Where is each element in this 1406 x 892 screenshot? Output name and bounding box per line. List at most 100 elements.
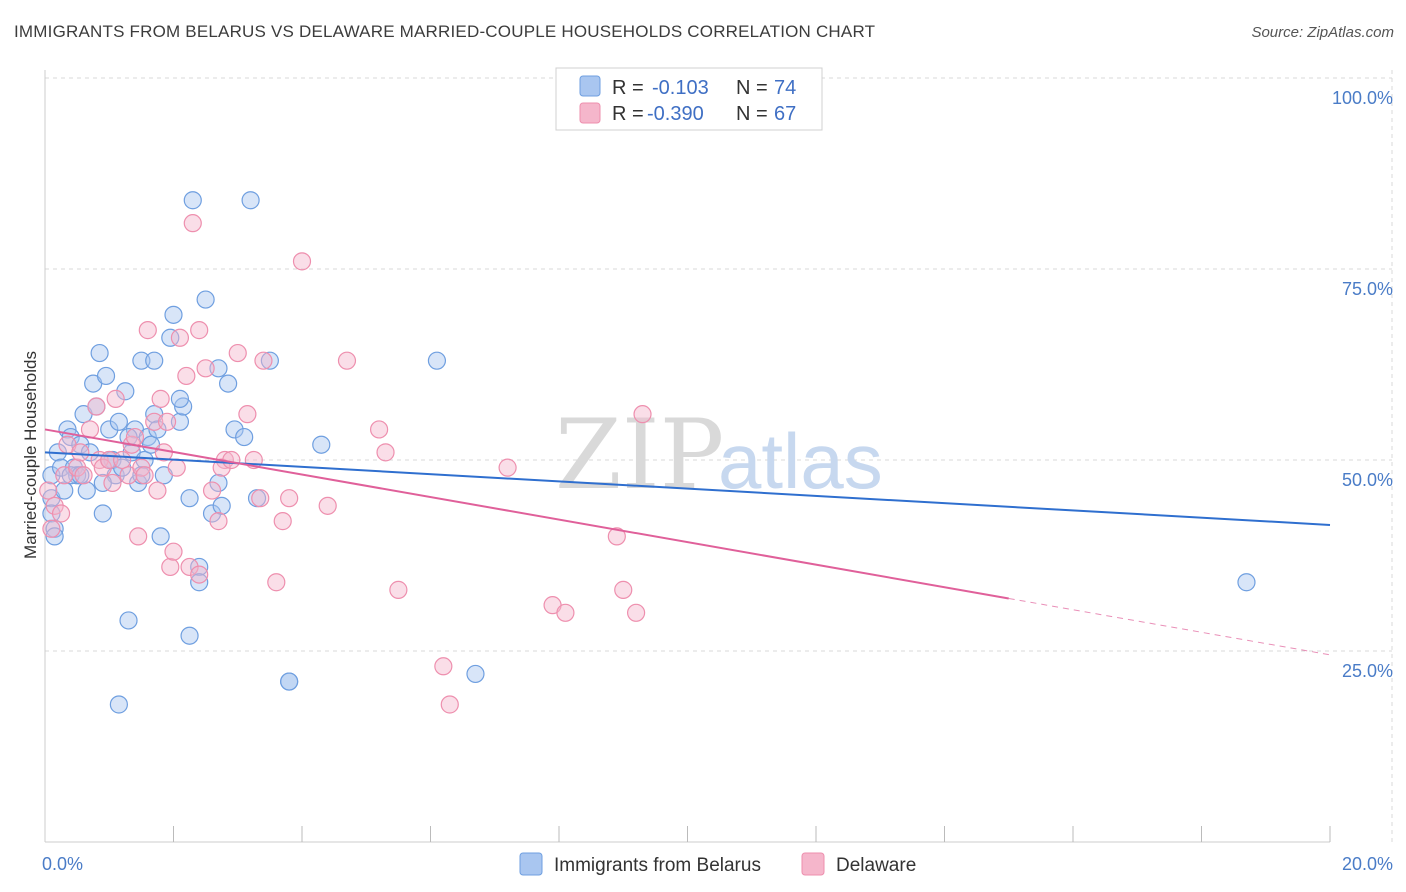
x-tick-label-0: 0.0%	[42, 854, 83, 874]
point-delaware-59	[626, 603, 646, 622]
point-belarus-55	[312, 435, 331, 454]
data-points	[39, 191, 1256, 714]
point-delaware-44	[267, 573, 286, 592]
legend-r-value-1: -0.103	[652, 77, 709, 99]
point-delaware-2	[45, 496, 64, 515]
y-tick-label-0: 25.0%	[1342, 661, 1393, 681]
point-delaware-25	[151, 389, 170, 408]
point-delaware-22	[138, 321, 157, 340]
point-belarus-68	[170, 389, 190, 408]
point-delaware-47	[318, 496, 337, 515]
y-tick-label-3: 100.0%	[1332, 88, 1393, 108]
point-delaware-34	[190, 321, 209, 340]
point-belarus-38	[164, 305, 183, 324]
point-belarus-14	[80, 443, 100, 462]
point-delaware-30	[170, 328, 190, 347]
point-belarus-57	[466, 664, 485, 684]
y-tick-label-1: 50.0%	[1342, 470, 1393, 490]
point-delaware-33	[183, 214, 202, 233]
point-delaware-6	[68, 458, 87, 477]
point-delaware-32	[180, 557, 199, 577]
point-belarus-46	[209, 473, 228, 493]
trend-line-blue	[44, 451, 1331, 526]
point-delaware-19	[129, 527, 148, 546]
point-delaware-14	[103, 473, 122, 493]
point-belarus-42	[183, 191, 202, 210]
point-delaware-35	[196, 359, 215, 378]
point-belarus-35	[151, 527, 170, 546]
point-belarus-37	[161, 328, 180, 347]
point-belarus-41	[180, 489, 199, 508]
point-belarus-20	[100, 420, 119, 439]
point-belarus-72	[1237, 573, 1256, 592]
point-belarus-49	[225, 420, 244, 439]
point-delaware-51	[389, 580, 408, 599]
chart-title: IMMIGRANTS FROM BELARUS VS DELAWARE MARR…	[14, 22, 876, 41]
point-delaware-24	[148, 481, 167, 500]
point-delaware-60	[633, 405, 652, 424]
point-delaware-40	[238, 405, 257, 424]
point-belarus-59	[190, 573, 209, 592]
watermark-atlas: atlas	[718, 417, 883, 505]
legend-swatch-blue	[579, 75, 601, 97]
legend: R = -0.103 N = 74 R = -0.390 N = 67	[555, 67, 823, 131]
point-delaware-36	[202, 481, 222, 500]
legend-swatch-pink	[579, 102, 601, 124]
y-axis-label: Married-couple Households	[21, 351, 40, 559]
point-belarus-17	[90, 343, 109, 363]
point-belarus-70	[93, 473, 112, 493]
point-belarus-62	[61, 466, 80, 485]
point-belarus-53	[260, 351, 279, 370]
point-delaware-50	[376, 443, 395, 462]
point-belarus-51	[241, 191, 260, 210]
point-belarus-19	[96, 366, 116, 386]
point-belarus-39	[170, 412, 190, 431]
point-delaware-62	[222, 450, 241, 470]
point-delaware-46	[292, 252, 312, 271]
legend-n-value-2: 67	[774, 103, 796, 125]
point-delaware-26	[157, 412, 177, 431]
point-delaware-31	[177, 366, 196, 386]
point-delaware-49	[370, 420, 389, 439]
point-delaware-52	[434, 657, 453, 676]
bottom-legend: Immigrants from Belarus Delaware	[519, 852, 916, 876]
axes	[44, 70, 1331, 843]
point-delaware-27	[161, 557, 180, 577]
point-delaware-29	[167, 458, 186, 477]
point-delaware-65	[125, 427, 145, 447]
bottom-legend-label-blue: Immigrants from Belarus	[554, 855, 761, 876]
point-belarus-18	[93, 504, 112, 523]
point-belarus-6	[55, 481, 74, 500]
point-delaware-53	[440, 695, 459, 714]
point-delaware-66	[273, 512, 292, 531]
point-delaware-42	[251, 489, 270, 508]
point-delaware-16	[112, 450, 132, 470]
point-delaware-12	[93, 458, 112, 477]
bottom-legend-swatch-pink	[801, 852, 825, 876]
point-delaware-28	[164, 542, 183, 561]
point-belarus-0	[42, 466, 61, 485]
tick-labels: 25.0% 50.0% 75.0% 100.0% 0.0% 20.0%	[42, 88, 1393, 874]
point-delaware-0	[39, 481, 58, 500]
trend-line-pink	[44, 428, 1009, 600]
point-delaware-39	[228, 343, 247, 363]
legend-r-label-1: R =	[612, 77, 644, 99]
point-delaware-57	[607, 527, 626, 546]
point-belarus-58	[180, 626, 199, 645]
point-delaware-10	[87, 397, 106, 416]
point-delaware-54	[498, 458, 517, 477]
y-tick-label-2: 75.0%	[1342, 279, 1393, 299]
legend-n-label-1: N =	[736, 77, 768, 99]
point-delaware-48	[337, 351, 357, 370]
grid-lines	[45, 70, 1393, 842]
point-delaware-45	[280, 489, 299, 508]
point-delaware-1	[42, 519, 61, 538]
point-belarus-25	[116, 382, 135, 401]
point-belarus-67	[145, 351, 164, 370]
watermark-zip: ZIP	[555, 399, 724, 511]
trend-lines	[44, 428, 1331, 656]
point-belarus-44	[196, 290, 215, 309]
point-belarus-48	[219, 374, 238, 393]
point-belarus-69	[209, 359, 228, 378]
